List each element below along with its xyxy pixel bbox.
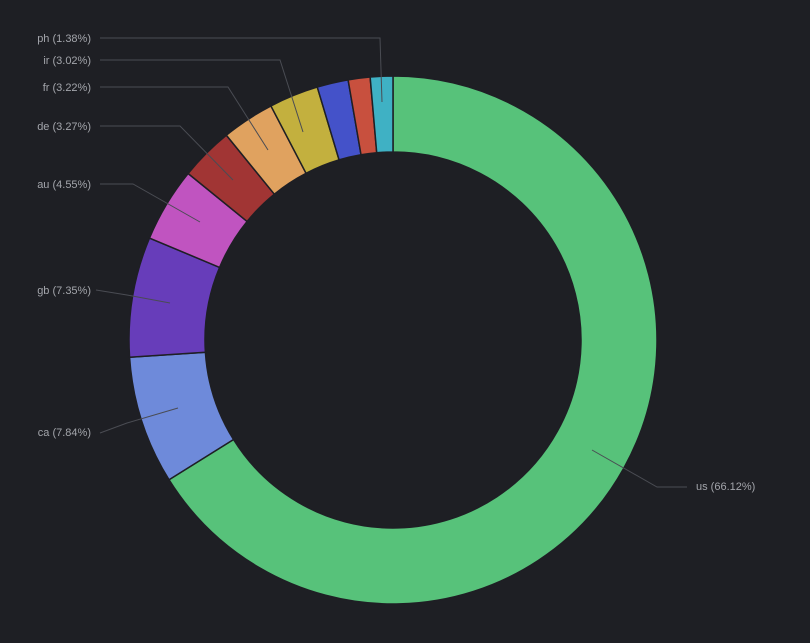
label-fr: fr (3.22%) — [43, 82, 91, 94]
label-de: de (3.27%) — [37, 121, 91, 133]
leader-line-ph — [100, 37, 383, 103]
slices-layer — [128, 75, 658, 605]
label-us: us (66.12%) — [696, 481, 755, 493]
leader-line-gb — [95, 289, 171, 304]
labels-layer: us (66.12%) ca (7.84%) gb (7.35%) au (4.55%… — [37, 33, 755, 493]
slice-ph[interactable] — [369, 75, 394, 154]
label-au: au (4.55%) — [37, 179, 91, 191]
leader-lines-layer — [95, 37, 687, 488]
leader-line-fr — [100, 86, 269, 151]
leader-line-au — [100, 183, 201, 223]
leader-line-us — [591, 449, 687, 488]
leader-line-de — [100, 125, 234, 181]
slice-us[interactable] — [168, 75, 658, 605]
label-ph: ph (1.38%) — [37, 33, 91, 45]
label-gb: gb (7.35%) — [37, 285, 91, 297]
label-ca: ca (7.84%) — [38, 427, 91, 439]
leader-line-ca — [99, 407, 179, 434]
label-ir: ir (3.02%) — [43, 55, 91, 67]
leader-line-ir — [100, 59, 304, 133]
